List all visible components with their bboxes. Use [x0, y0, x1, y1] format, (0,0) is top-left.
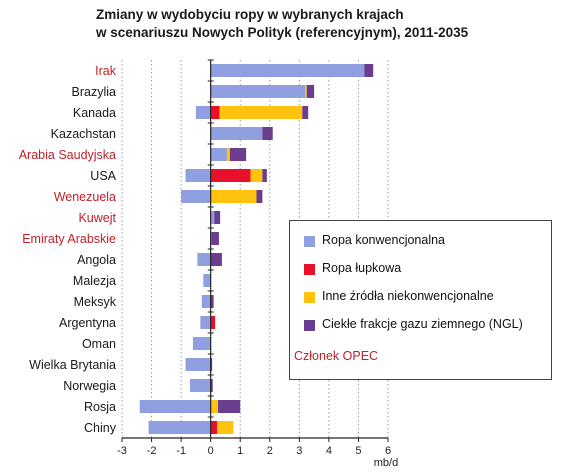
bar-ngl: [210, 358, 213, 371]
bar-shale: [210, 316, 216, 329]
chart-title: Zmiany w wydobyciu ropy w wybranych kraj…: [96, 6, 556, 42]
x-tick-label: 4: [326, 445, 332, 457]
x-tick-label: -2: [147, 445, 157, 457]
category-label: Brazylia: [72, 85, 117, 99]
category-label: USA: [90, 169, 116, 183]
category-label: Emiraty Arabskie: [22, 232, 116, 246]
bar-conventional: [195, 106, 211, 119]
axes: [121, 59, 389, 442]
bar-conventional: [189, 379, 211, 392]
bar-ngl: [262, 169, 267, 182]
category-label: Arabia Saudyjska: [19, 148, 116, 162]
category-label: Meksyk: [74, 295, 117, 309]
bar-unconventional: [219, 106, 303, 119]
legend-opec-note: Członek OPEC: [294, 349, 379, 363]
bar-conventional: [200, 316, 211, 329]
bar-ngl: [364, 64, 374, 77]
x-tick-label: -1: [176, 445, 186, 457]
bar-conventional: [210, 148, 227, 161]
category-label: Argentyna: [59, 316, 116, 330]
bar-conventional: [197, 253, 211, 266]
bar-conventional: [148, 421, 211, 434]
bar-unconventional: [210, 400, 219, 413]
category-label: Rosja: [84, 400, 116, 414]
chart-title-line-1: Zmiany w wydobyciu ropy w wybranych kraj…: [96, 7, 404, 22]
x-tick-label: -3: [117, 445, 127, 457]
bar-ngl: [229, 148, 247, 161]
category-labels: Irak Brazylia Kanada Kazachstan Arabia Saudy…: [19, 64, 117, 435]
category-label: Angola: [77, 253, 116, 267]
legend-label-conventional: Ropa konwencjonalna: [322, 233, 446, 247]
bar-conventional: [181, 190, 211, 203]
bar-conventional: [210, 127, 263, 140]
bar-conventional: [203, 274, 211, 287]
bar-shale: [210, 169, 251, 182]
bar-ngl: [211, 232, 219, 245]
x-tick-labels: -3 -2 -1 0 1 2 3 4 5 6: [117, 445, 391, 457]
category-label: Oman: [82, 337, 116, 351]
category-label: Norwegia: [63, 379, 116, 393]
category-label: Kanada: [73, 106, 116, 120]
category-label: Wielka Brytania: [29, 358, 116, 372]
category-label: Malezja: [73, 274, 116, 288]
legend-swatch-unconventional: [304, 292, 315, 303]
bar-conventional: [210, 211, 215, 224]
legend-label-ngl: Ciekłe frakcje gazu ziemnego (NGL): [322, 317, 523, 331]
bar-conventional: [210, 85, 306, 98]
bar-unconventional: [305, 85, 307, 98]
bar-ngl: [306, 85, 315, 98]
legend-label-unconventional: Inne źródła niekonwencjonalne: [322, 289, 494, 303]
category-label: Kazachstan: [51, 127, 116, 141]
bar-unconventional: [210, 190, 257, 203]
bar-conventional: [210, 64, 365, 77]
chart-title-line-2: w scenariuszu Nowych Polityk (referencyj…: [96, 25, 469, 40]
x-tick-label: 0: [208, 445, 214, 457]
bar-ngl: [256, 190, 263, 203]
category-label: Chiny: [84, 421, 117, 435]
x-tick-label: 6: [385, 445, 391, 457]
x-tick-label: 2: [267, 445, 273, 457]
bar-unconventional: [250, 169, 263, 182]
bar-conventional: [139, 400, 211, 413]
bar-conventional: [185, 358, 211, 371]
bar-ngl: [214, 211, 221, 224]
x-tick-label: 3: [296, 445, 302, 457]
bar-unconventional: [226, 148, 230, 161]
bar-unconventional: [217, 421, 234, 434]
legend-swatch-conventional: [304, 236, 315, 247]
x-axis-label: mb/d: [374, 457, 398, 469]
bar-ngl: [262, 127, 273, 140]
x-tick-label: 5: [355, 445, 361, 457]
legend-swatch-ngl: [304, 320, 315, 331]
category-label: Irak: [95, 64, 117, 78]
bar-conventional: [192, 337, 211, 350]
bar-conventional: [201, 295, 211, 308]
bar-shale: [210, 421, 218, 434]
bar-conventional: [185, 169, 211, 182]
legend-label-shale: Ropa łupkowa: [322, 261, 402, 275]
bar-shale: [210, 106, 220, 119]
bar-ngl: [218, 400, 241, 413]
category-label: Wenezuela: [54, 190, 116, 204]
legend-swatch-shale: [304, 264, 315, 275]
x-tick-label: 1: [237, 445, 243, 457]
category-label: Kuwejt: [78, 211, 116, 225]
bar-ngl: [210, 253, 222, 266]
bar-ngl: [210, 379, 213, 392]
bar-ngl: [210, 295, 214, 308]
bar-ngl: [302, 106, 309, 119]
bars: [139, 64, 374, 434]
legend: Ropa konwencjonalna Ropa łupkowa Inne źr…: [289, 220, 552, 380]
